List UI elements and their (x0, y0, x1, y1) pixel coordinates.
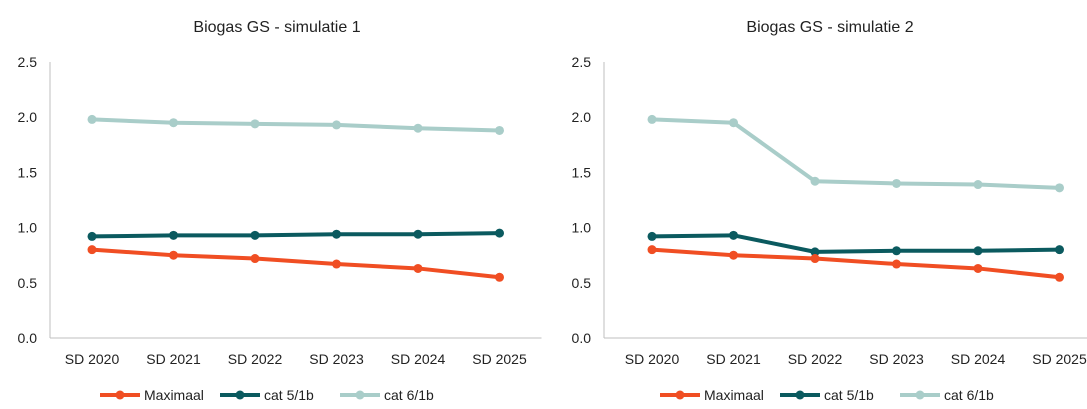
series-line-cat-5-1b (90, 231, 502, 239)
y-tick-label: 1.5 (572, 164, 592, 180)
series-line-cat-6-1b (650, 117, 1062, 190)
y-tick-label: 1.0 (572, 220, 592, 236)
data-point-cat-5-1b (250, 230, 260, 240)
x-tick-label: SD 2021 (706, 351, 761, 367)
data-point-cat-6-1b (892, 178, 901, 188)
data-point-cat-6-1b (250, 119, 260, 129)
y-tick-label: 2.5 (18, 54, 38, 70)
x-tick-label: SD 2025 (1032, 351, 1087, 367)
chart-simulatie-1: Biogas GS - simulatie 1 0.0 0.5 1.0 1.5 2.0 2.… (18, 19, 542, 403)
legend-item-cat-5-1b: cat 5/1b (220, 387, 314, 403)
x-tick-label: SD 2022 (228, 351, 283, 367)
data-point-cat-6-1b (169, 118, 178, 128)
legend-label: Maximaal (144, 387, 204, 403)
legend-swatch-marker (235, 390, 245, 400)
legend-label: cat 5/1b (264, 387, 314, 403)
data-point-cat-5-1b (332, 229, 341, 239)
data-point-maximaal (250, 254, 260, 264)
data-point-cat-5-1b (810, 247, 820, 257)
series-line-maximaal (650, 247, 1062, 280)
data-point-cat-6-1b (495, 125, 504, 135)
chart-title: Biogas GS - simulatie 1 (193, 19, 360, 36)
x-tick-label: SD 2021 (146, 351, 201, 367)
legend-label: cat 6/1b (944, 387, 994, 403)
data-point-cat-6-1b (647, 114, 657, 124)
chart-title: Biogas GS - simulatie 2 (746, 19, 913, 36)
data-point-cat-6-1b (810, 176, 820, 186)
x-tick-label: SD 2020 (625, 351, 680, 367)
data-point-maximaal (647, 245, 657, 255)
y-tick-label: 2.0 (18, 109, 38, 125)
data-point-cat-5-1b (973, 246, 983, 256)
data-point-cat-5-1b (729, 230, 738, 240)
data-point-maximaal (729, 250, 738, 260)
y-tick-label: 0.0 (572, 330, 592, 346)
legend-swatch-marker (795, 390, 805, 400)
data-point-cat-5-1b (169, 230, 178, 240)
y-tick-label: 2.0 (572, 109, 592, 125)
x-tick-label: SD 2023 (869, 351, 924, 367)
legend-item-cat-6-1b: cat 6/1b (340, 387, 434, 403)
data-point-cat-5-1b (413, 229, 423, 239)
series-line-cat-5-1b (650, 233, 1062, 254)
x-tick-label: SD 2020 (65, 351, 120, 367)
legend-swatch-marker (355, 390, 365, 400)
x-tick-label: SD 2025 (472, 351, 527, 367)
data-point-maximaal (413, 263, 423, 273)
x-tick-label: SD 2023 (309, 351, 364, 367)
legend-label: cat 6/1b (384, 387, 434, 403)
data-point-cat-5-1b (495, 228, 504, 238)
x-tick-label: SD 2024 (391, 351, 446, 367)
legend-label: cat 5/1b (824, 387, 874, 403)
data-point-cat-6-1b (413, 123, 423, 133)
series-line-cat-6-1b (90, 117, 502, 133)
data-point-cat-6-1b (1055, 183, 1064, 193)
chart-simulatie-2: Biogas GS - simulatie 2 0.0 0.5 1.0 1.5 2.0 2.… (572, 19, 1087, 403)
y-tick-label: 0.5 (18, 275, 38, 291)
x-tick-label: SD 2022 (788, 351, 843, 367)
y-tick-label: 0.5 (572, 275, 592, 291)
legend-item-cat-5-1b: cat 5/1b (780, 387, 874, 403)
legend-swatch-marker (915, 390, 925, 400)
legend-item-maximaal: Maximaal (660, 387, 764, 403)
data-point-cat-5-1b (892, 246, 901, 256)
data-point-cat-5-1b (1055, 245, 1064, 255)
data-point-cat-6-1b (87, 114, 97, 124)
data-point-maximaal (169, 250, 178, 260)
y-tick-label: 2.5 (572, 54, 592, 70)
legend-swatch-marker (115, 390, 125, 400)
data-point-maximaal (87, 245, 97, 255)
legend-item-maximaal: Maximaal (100, 387, 204, 403)
data-point-maximaal (495, 272, 504, 282)
series-line-maximaal (90, 247, 502, 280)
data-point-cat-6-1b (973, 180, 983, 190)
x-tick-label: SD 2024 (951, 351, 1006, 367)
data-point-maximaal (973, 263, 983, 273)
data-point-cat-5-1b (647, 231, 657, 241)
data-point-maximaal (1055, 272, 1064, 282)
legend-swatch-marker (675, 390, 685, 400)
y-tick-label: 1.5 (18, 164, 38, 180)
legend-item-cat-6-1b: cat 6/1b (900, 387, 994, 403)
data-point-maximaal (892, 259, 901, 269)
legend-label: Maximaal (704, 387, 764, 403)
data-point-cat-6-1b (729, 118, 738, 128)
data-point-maximaal (332, 259, 341, 269)
y-tick-label: 1.0 (18, 220, 38, 236)
data-point-cat-5-1b (87, 231, 97, 241)
data-point-maximaal (810, 254, 820, 264)
y-tick-label: 0.0 (18, 330, 38, 346)
data-point-cat-6-1b (332, 120, 341, 130)
